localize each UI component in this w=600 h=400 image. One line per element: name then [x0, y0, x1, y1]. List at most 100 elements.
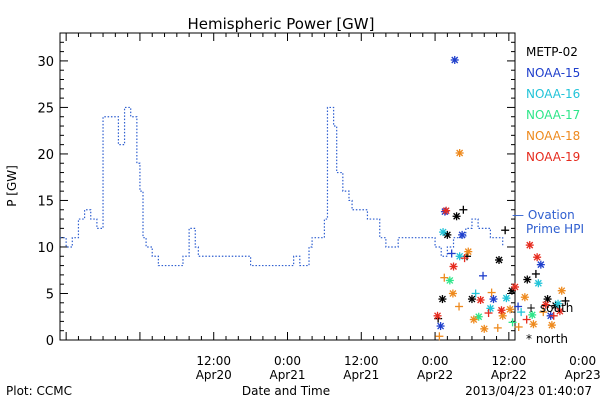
data-point-north — [450, 55, 459, 64]
x-tick-label-time: 12:00 — [492, 354, 527, 368]
x-tick-label-time: 0:00 — [569, 354, 596, 368]
x-tick-label-date: Apr22 — [491, 368, 527, 382]
data-point-north — [497, 306, 506, 315]
y-tick-label: 10 — [37, 241, 54, 256]
y-tick-label: 5 — [46, 287, 54, 302]
legend-ovation-sub: Prime HPI — [526, 222, 584, 236]
data-point-south — [522, 315, 531, 324]
data-point-south — [531, 269, 540, 278]
x-tick-label-time: 0:00 — [274, 354, 301, 368]
ovation-line — [60, 106, 504, 267]
data-point-north — [455, 149, 464, 158]
data-point-north — [458, 230, 467, 239]
data-point-north — [529, 320, 538, 329]
data-point-north — [464, 247, 473, 256]
data-point-north — [469, 315, 478, 324]
data-point-north — [476, 295, 485, 304]
x-tick-label-time: 12:00 — [196, 354, 231, 368]
data-point-south — [487, 288, 496, 297]
ovation-series — [60, 106, 504, 267]
legend-satellite: METP-02 — [526, 45, 578, 59]
data-point-south — [435, 332, 444, 341]
data-point-north — [480, 324, 489, 333]
data-point-north — [489, 295, 498, 304]
data-point-south — [484, 309, 493, 318]
data-point-north — [502, 294, 511, 303]
legend-satellite: NOAA-16 — [526, 87, 580, 101]
data-point-south — [514, 302, 523, 311]
data-point-north — [555, 307, 564, 316]
data-point-north — [534, 279, 543, 288]
y-tick-label: 20 — [37, 148, 54, 163]
data-point-south — [455, 302, 464, 311]
y-tick-label: 0 — [46, 334, 54, 349]
data-point-north — [442, 206, 451, 215]
data-point-south — [479, 271, 488, 280]
data-point-south — [459, 205, 468, 214]
data-point-north — [541, 300, 550, 309]
data-point-south — [539, 308, 548, 317]
data-point-north — [455, 252, 464, 261]
y-tick-label: 25 — [37, 101, 54, 116]
plot-timestamp: 2013/04/23 01:40:07 — [465, 384, 592, 398]
measurement-points — [433, 55, 570, 341]
legend: METP-02 NOAA-15 NOAA-16 NOAA-17 NOAA-18 NOAA-… — [512, 45, 584, 346]
data-point-north — [533, 253, 542, 262]
data-point-north — [467, 295, 476, 304]
data-point-south — [440, 273, 449, 282]
legend-satellite: NOAA-18 — [526, 129, 580, 143]
data-point-north — [436, 322, 445, 331]
data-point-south — [549, 311, 558, 320]
x-tick-label-date: Apr21 — [343, 368, 379, 382]
plot-frame — [59, 32, 516, 341]
plot-credit: Plot: CCMC — [6, 384, 72, 398]
data-point-south — [561, 296, 570, 305]
data-point-north — [448, 289, 457, 298]
data-point-south — [471, 289, 480, 298]
legend-ovation: — Ovation — [512, 208, 575, 222]
x-tick-label-time: 12:00 — [344, 354, 379, 368]
data-point-south — [493, 323, 502, 332]
y-tick-label: 15 — [37, 194, 54, 209]
data-point-south — [460, 254, 469, 263]
legend-satellite: NOAA-15 — [526, 66, 580, 80]
y-axis-label: P [GW] — [5, 165, 19, 207]
data-point-north — [536, 260, 545, 269]
legend-satellite: NOAA-17 — [526, 108, 580, 122]
data-point-north — [443, 230, 452, 239]
x-tick-label-date: Apr23 — [565, 368, 600, 382]
data-point-north — [486, 304, 495, 313]
data-point-south — [447, 249, 456, 258]
data-point-north — [452, 212, 461, 221]
x-axis: 12:00Apr200:00Apr2112:00Apr210:00Apr2212… — [65, 33, 600, 382]
data-point-north — [433, 311, 442, 320]
y-axis: 0 5 10 15 20 25 30 — [37, 41, 515, 349]
x-tick-label-date: Apr22 — [417, 368, 453, 382]
x-tick-label-date: Apr21 — [269, 368, 305, 382]
data-point-north — [528, 310, 537, 319]
data-point-south — [517, 308, 526, 317]
chart-title: Hemispheric Power [GW] — [188, 15, 375, 33]
data-point-south — [501, 226, 510, 235]
x-tick-label-date: Apr20 — [196, 368, 232, 382]
data-point-north — [506, 305, 515, 314]
data-point-north — [445, 276, 454, 285]
data-point-north — [523, 275, 532, 284]
data-point-north — [557, 286, 566, 295]
y-tick-label: 30 — [37, 55, 54, 70]
data-point-north — [547, 321, 556, 330]
data-point-north — [438, 295, 447, 304]
legend-south: + south — [526, 301, 573, 315]
data-point-north — [449, 262, 458, 271]
data-point-north — [525, 241, 534, 250]
data-point-north — [511, 282, 519, 291]
x-axis-label: Date and Time — [242, 384, 330, 398]
legend-satellite: NOAA-19 — [526, 150, 580, 164]
data-point-north — [474, 312, 483, 321]
data-point-north — [507, 286, 516, 295]
data-point-north — [495, 255, 504, 264]
data-point-north — [554, 299, 563, 308]
x-tick-label-time: 0:00 — [422, 354, 449, 368]
data-point-north — [520, 293, 529, 302]
